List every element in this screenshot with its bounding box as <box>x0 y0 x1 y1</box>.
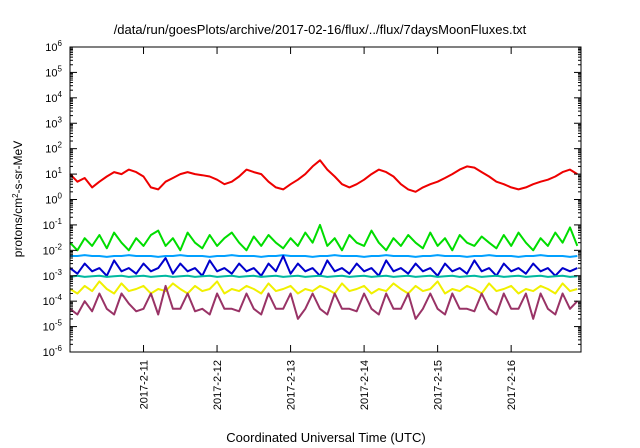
x-tick-label: 2017-2-14 <box>359 360 371 410</box>
series-line-6 <box>69 284 579 320</box>
series-line-4 <box>69 274 578 278</box>
y-axis-label-post: -s-sr-MeV <box>11 141 25 194</box>
y-tick-label: 103 <box>45 115 62 130</box>
y-tick-label: 104 <box>45 90 62 105</box>
series-line-2 <box>70 254 578 258</box>
y-tick-label: 10-1 <box>43 217 63 232</box>
y-tick-label: 105 <box>45 64 62 79</box>
y-tick-label: 102 <box>45 141 62 156</box>
series-line-1 <box>69 223 579 252</box>
x-tick-label: 2017-2-16 <box>506 360 518 410</box>
series-line-5 <box>69 280 578 295</box>
y-axis-label-sup: 2 <box>11 193 20 198</box>
series-line-3 <box>69 255 578 277</box>
x-tick-label: 2017-2-15 <box>433 360 445 410</box>
y-tick-label: 100 <box>45 192 62 207</box>
chart-title: /data/run/goesPlots/archive/2017-02-16/f… <box>113 22 527 37</box>
y-tick-label: 10-6 <box>43 344 63 359</box>
y-axis-label-pre: protons/cm <box>11 198 25 257</box>
x-tick-label: 2017-2-12 <box>212 360 224 410</box>
plot-frame <box>69 46 582 353</box>
y-tick-label: 10-2 <box>43 242 63 257</box>
x-tick-label: 2017-2-11 <box>139 360 151 409</box>
y-tick-label: 10-3 <box>43 268 63 283</box>
y-tick-label: 10-4 <box>43 293 63 308</box>
x-tick-label: 2017-2-13 <box>286 360 298 410</box>
y-tick-label: 10-5 <box>43 319 63 334</box>
y-tick-label: 106 <box>45 39 62 54</box>
x-axis-label: Coordinated Universal Time (UTC) <box>226 430 426 445</box>
series-line-0 <box>69 159 578 193</box>
y-axis-label: protons/cm2-s-sr-MeV <box>11 141 26 257</box>
y-tick-label: 101 <box>45 166 62 181</box>
